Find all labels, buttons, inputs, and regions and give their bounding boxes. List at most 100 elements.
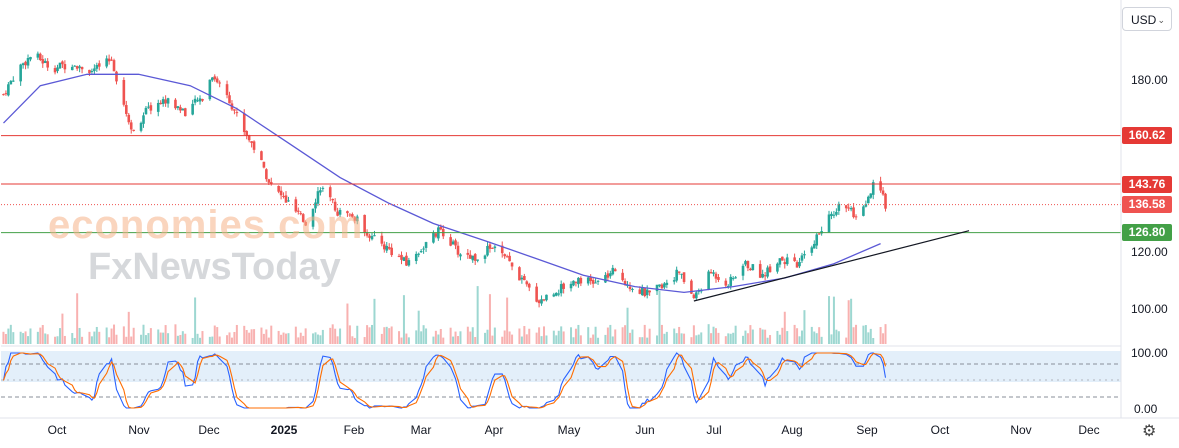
candle-body xyxy=(655,284,659,292)
candle-body xyxy=(591,280,595,284)
candle-body xyxy=(766,267,769,277)
volume-bar xyxy=(125,336,128,344)
volume-bar xyxy=(319,335,322,344)
candle-body xyxy=(488,244,492,249)
candle-body xyxy=(39,53,42,61)
volume-bar xyxy=(815,333,818,344)
candle-body xyxy=(235,112,239,114)
volume-bar xyxy=(552,330,555,344)
candle-body xyxy=(365,232,369,236)
candle-body xyxy=(304,221,307,226)
volume-bars xyxy=(2,286,887,344)
candle-body xyxy=(554,292,558,296)
volume-bar xyxy=(528,328,531,344)
volume-bar xyxy=(872,337,875,344)
volume-bar xyxy=(415,330,418,344)
candle-body xyxy=(400,254,403,260)
candle-body xyxy=(724,280,728,286)
candle-body xyxy=(545,294,548,301)
candle-body xyxy=(471,255,475,261)
moving-average-line xyxy=(3,73,881,294)
candle-body xyxy=(319,190,322,193)
trendline[interactable] xyxy=(693,230,970,302)
candle-body xyxy=(527,283,531,288)
volume-bar xyxy=(88,331,91,344)
candle-body xyxy=(579,277,583,284)
volume-bar xyxy=(233,331,236,344)
volume-bar xyxy=(796,328,799,344)
volume-bar xyxy=(398,331,401,344)
candle-body xyxy=(355,216,359,222)
volume-bar xyxy=(506,297,509,344)
candle-body xyxy=(645,289,649,296)
volume-bar xyxy=(714,328,717,344)
candle-body xyxy=(174,99,177,109)
watermark-fxnewstoday: FxNewsToday xyxy=(88,246,341,288)
candle-body xyxy=(503,254,506,257)
volume-bar xyxy=(27,336,30,344)
volume-bar xyxy=(648,328,651,344)
candle-body xyxy=(402,257,406,261)
volume-bar xyxy=(793,324,796,344)
volume-bar xyxy=(400,337,403,344)
candle-body xyxy=(252,141,256,150)
volume-bar xyxy=(542,326,545,344)
volume-bar xyxy=(663,333,666,344)
candle-body xyxy=(483,255,487,259)
candle-body xyxy=(419,251,423,253)
volume-bar xyxy=(820,336,823,344)
candle-body xyxy=(208,79,212,100)
volume-bar xyxy=(587,327,590,344)
volume-bar xyxy=(577,324,580,344)
candle-body xyxy=(245,131,248,136)
candle-body xyxy=(682,272,686,282)
candle-body xyxy=(837,203,841,211)
volume-bar xyxy=(665,331,668,344)
candle-body xyxy=(198,98,202,102)
volume-bar xyxy=(769,335,772,344)
candles xyxy=(2,51,887,308)
volume-bar xyxy=(803,310,806,344)
volume-bar xyxy=(304,328,307,344)
volume-bar xyxy=(525,334,528,344)
volume-bar xyxy=(277,330,280,344)
volume-bar xyxy=(294,326,297,344)
candle-body xyxy=(778,258,782,265)
volume-bar xyxy=(280,334,283,344)
currency-selector[interactable]: USD ⌄ xyxy=(1122,7,1172,31)
volume-bar xyxy=(572,337,575,344)
candle-body xyxy=(552,294,556,297)
candle-body xyxy=(781,256,784,261)
candle-body xyxy=(623,280,627,285)
candle-body xyxy=(717,277,720,280)
volume-bar xyxy=(678,326,681,344)
volume-bar xyxy=(316,334,319,344)
volume-bar xyxy=(540,336,543,344)
volume-bar xyxy=(201,331,204,344)
volume-bar xyxy=(562,331,565,344)
volume-bar xyxy=(39,327,42,344)
volume-bar xyxy=(776,330,779,344)
candle-body xyxy=(385,245,389,251)
candle-body xyxy=(557,293,561,295)
x-tick-aug: Aug xyxy=(781,423,803,437)
candle-body xyxy=(697,290,701,292)
candle-body xyxy=(7,84,10,96)
volume-bar xyxy=(383,327,386,344)
candle-body xyxy=(36,53,40,58)
candle-body xyxy=(24,61,27,66)
gear-icon[interactable]: ⚙ xyxy=(1142,423,1157,440)
volume-bar xyxy=(557,330,560,344)
candle-body xyxy=(520,277,524,280)
volume-bar xyxy=(110,328,113,344)
volume-bar xyxy=(850,298,853,344)
candle-body xyxy=(569,283,573,289)
watermark-economies: economies.com xyxy=(48,203,364,247)
volume-bar xyxy=(22,333,25,344)
candle-body xyxy=(353,217,357,221)
candle-body xyxy=(881,190,885,195)
candle-body xyxy=(95,64,99,69)
volume-bar xyxy=(729,333,732,344)
